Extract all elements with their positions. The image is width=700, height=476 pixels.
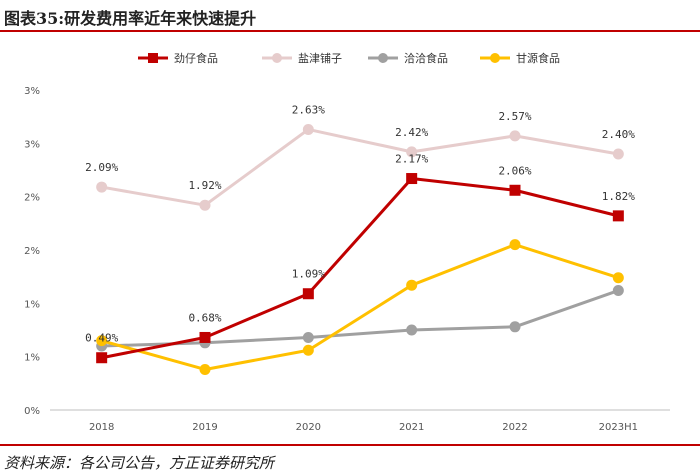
data-label: 2.63% [292, 103, 325, 116]
data-label: 2.42% [395, 126, 428, 139]
data-point [406, 324, 418, 336]
data-point [96, 181, 108, 193]
legend-marker [272, 53, 282, 63]
x-tick-label: 2018 [89, 422, 114, 433]
data-point [302, 288, 314, 300]
x-tick-label: 2021 [399, 422, 424, 433]
data-point [302, 123, 314, 135]
series-line [101, 177, 619, 360]
data-label: 2.57% [498, 110, 531, 123]
data-point [302, 344, 314, 356]
data-point [406, 146, 418, 158]
data-point [509, 321, 521, 333]
series-line [101, 127, 619, 207]
y-tick-label: 0% [24, 406, 40, 417]
source-note: 资料来源：各公司公告，方正证券研究所 [4, 454, 275, 472]
y-tick-label: 3% [24, 86, 40, 97]
data-label: 1.92% [188, 179, 221, 192]
x-tick-label: 2019 [192, 422, 217, 433]
data-label: 1.09% [292, 268, 325, 281]
data-point [612, 210, 624, 222]
data-point [406, 279, 418, 291]
data-point [406, 173, 418, 185]
data-point [199, 199, 211, 211]
source-bar: 资料来源：各公司公告，方正证券研究所 [0, 444, 700, 476]
chart-title: 图表35:研发费用率近年来快速提升 [4, 9, 257, 28]
series-line [101, 289, 619, 348]
y-tick-label: 2% [24, 193, 40, 204]
data-point [96, 352, 108, 364]
data-point [96, 335, 108, 347]
data-point [302, 331, 314, 343]
data-point [509, 130, 521, 142]
data-point [612, 148, 624, 160]
data-label: 0.68% [188, 311, 221, 324]
legend-marker [148, 53, 158, 63]
data-point [612, 272, 624, 284]
data-label: 2.09% [85, 161, 118, 174]
data-label: 2.40% [602, 128, 635, 141]
y-tick-label: 3% [24, 139, 40, 150]
data-label: 2.17% [395, 153, 428, 166]
legend-marker [378, 53, 388, 63]
data-label: 0.49% [85, 332, 118, 345]
series-line [101, 243, 619, 371]
data-label: 2.06% [498, 164, 531, 177]
legend-label: 盐津铺子 [298, 52, 342, 65]
x-tick-label: 2022 [502, 422, 527, 433]
y-tick-label: 1% [24, 353, 40, 364]
x-tick-label: 2023H1 [599, 422, 638, 433]
data-point [199, 331, 211, 343]
legend-label: 劲仔食品 [174, 51, 218, 65]
data-point [612, 285, 624, 297]
data-point [199, 363, 211, 375]
y-tick-label: 1% [24, 299, 40, 310]
x-tick-label: 2020 [296, 422, 321, 433]
legend-label: 洽洽食品 [404, 51, 448, 65]
y-tick-label: 2% [24, 246, 40, 257]
data-label: 1.82% [602, 190, 635, 203]
legend-label: 甘源食品 [516, 51, 560, 65]
title-bar: 图表35:研发费用率近年来快速提升 [0, 0, 700, 32]
legend-marker [490, 53, 500, 63]
data-point [509, 239, 521, 251]
line-chart: 0% 1% 1% 2% 2% 3% 3% 2018 2019 2020 2021 2022 2023H1… [24, 51, 670, 433]
data-point [509, 184, 521, 196]
